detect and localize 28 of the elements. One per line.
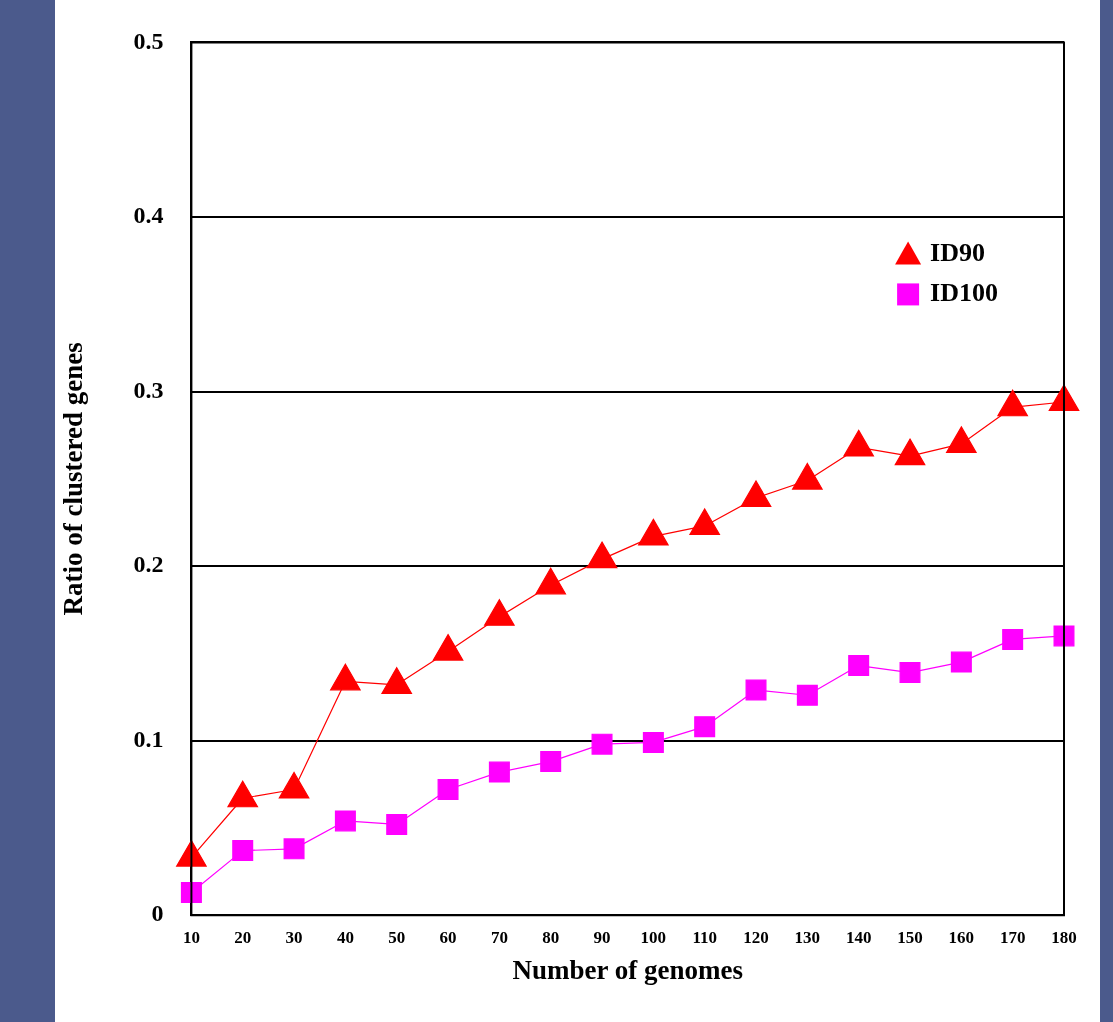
x-tick-label: 10	[182, 927, 200, 947]
x-axis-title: Number of genomes	[512, 954, 743, 985]
x-tick-label: 30	[285, 927, 303, 947]
x-tick-label: 180	[1051, 927, 1077, 947]
x-tick-label: 60	[439, 927, 457, 947]
x-tick-label: 80	[542, 927, 560, 947]
x-tick-label: 100	[640, 927, 667, 947]
y-tick-label: 0.2	[133, 551, 164, 578]
x-tick-label: 160	[948, 927, 975, 947]
y-tick-label: 0.4	[133, 202, 164, 229]
y-tick-label: 0	[151, 900, 164, 927]
x-tick-label: 130	[794, 927, 821, 947]
x-tick-label: 40	[336, 927, 354, 947]
x-tick-label: 50	[388, 927, 406, 947]
x-tick-label: 110	[692, 927, 717, 947]
legend-label: ID90	[930, 238, 986, 268]
x-tick-label: 20	[234, 927, 252, 947]
x-tick-label: 150	[897, 927, 923, 947]
y-tick-label: 0.3	[133, 376, 164, 403]
x-tick-label: 140	[845, 927, 872, 947]
legend-label: ID100	[930, 278, 999, 308]
x-tick-label: 170	[999, 927, 1026, 947]
x-tick-label: 70	[490, 927, 508, 947]
x-tick-label: 90	[593, 927, 611, 947]
y-tick-label: 0.5	[133, 27, 164, 54]
y-tick-label: 0.1	[133, 725, 164, 752]
y-axis-title: Ratio of clustered genes	[58, 342, 89, 616]
x-tick-label: 120	[743, 927, 769, 947]
